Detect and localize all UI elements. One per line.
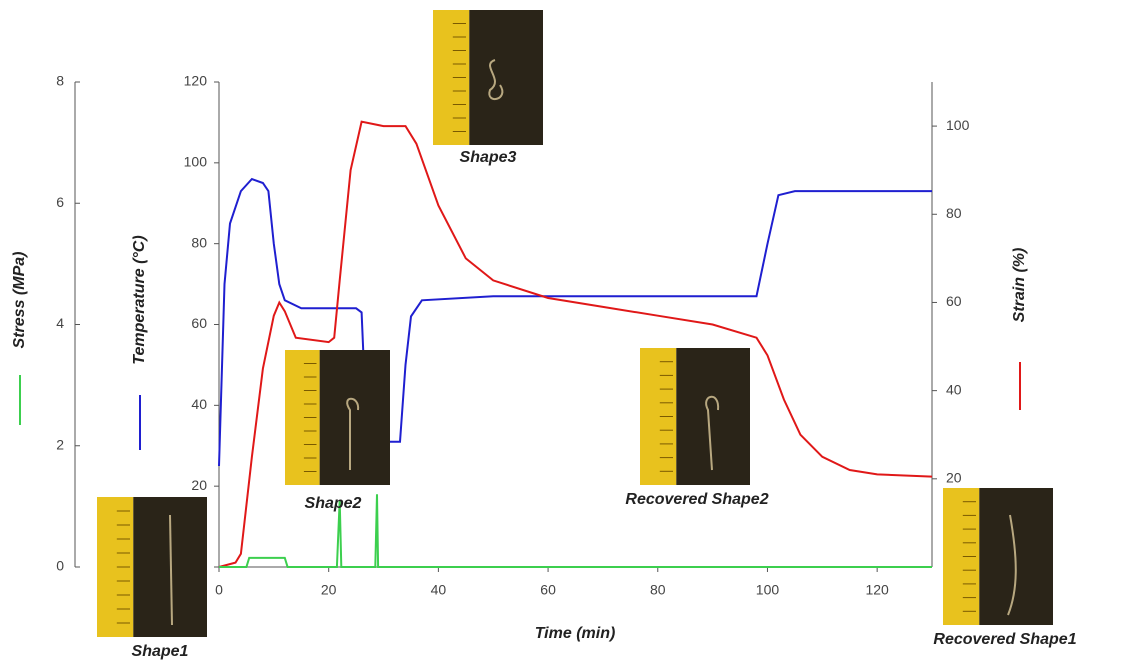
x-tick-label: 100 [756, 582, 780, 598]
y2-tick-label: 100 [946, 117, 970, 133]
y-tick-label: 120 [184, 73, 208, 89]
photo-bg [320, 350, 390, 485]
x-axis-label: Time (min) [535, 625, 616, 642]
x-tick-label: 80 [650, 582, 666, 598]
y3-tick-label: 4 [56, 315, 64, 331]
y-axis-label: Temperature (°C) [131, 235, 148, 364]
y3-tick-label: 8 [56, 73, 64, 89]
photo [640, 348, 750, 485]
y2-tick-label: 20 [946, 470, 962, 486]
y-tick-label: 100 [184, 154, 208, 170]
y3-tick-label: 6 [56, 194, 64, 210]
y-tick-label: 80 [191, 234, 207, 250]
annotation: Shape3 [460, 149, 517, 166]
y-tick-label: 20 [191, 477, 207, 493]
photo-bg [676, 348, 750, 485]
y2-tick-label: 40 [946, 381, 962, 397]
photo-bg [469, 10, 543, 145]
y3-axis-label: Stress (MPa) [11, 252, 28, 349]
y2-tick-label: 80 [946, 205, 962, 221]
y2-tick-label: 60 [946, 293, 962, 309]
y3-tick-label: 2 [56, 436, 64, 452]
photo [285, 350, 390, 485]
y3-tick-label: 0 [56, 558, 64, 574]
y-tick-label: 60 [191, 315, 207, 331]
x-tick-label: 0 [215, 582, 223, 598]
annotation: Shape1 [132, 643, 189, 660]
annotation: Recovered Shape2 [625, 491, 768, 508]
y-tick-label: 40 [191, 396, 207, 412]
x-tick-label: 40 [431, 582, 447, 598]
x-tick-label: 120 [865, 582, 889, 598]
y2-axis-label: Strain (%) [1011, 248, 1028, 323]
x-tick-label: 60 [540, 582, 556, 598]
x-tick-label: 20 [321, 582, 337, 598]
photo [943, 488, 1053, 625]
photo [433, 10, 543, 145]
annotation: Shape2 [305, 495, 362, 512]
annotation: Recovered Shape1 [933, 631, 1076, 648]
chart: Time (min) Temperature (°C) Stress (MPa)… [0, 0, 1121, 666]
photo [97, 497, 207, 637]
